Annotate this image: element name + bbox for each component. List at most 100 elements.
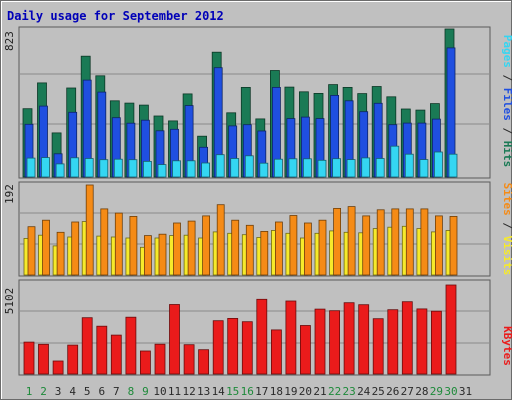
- day-label-18: 18: [270, 385, 283, 398]
- pages-bar-day-17: [259, 162, 269, 178]
- kbytes-bar-day-17: [256, 298, 268, 375]
- sites-bar-day-7: [114, 212, 123, 276]
- day-label-27: 27: [401, 385, 414, 398]
- visits-series-label: Sites / Visits: [501, 183, 512, 276]
- kbytes-bar-day-7: [110, 334, 122, 375]
- pages-bar-day-10: [157, 164, 167, 178]
- pages-bar-day-9: [142, 160, 152, 178]
- day-label-19: 19: [284, 385, 297, 398]
- pages-bar-day-28: [419, 159, 429, 178]
- pages-bar-day-25: [375, 158, 385, 178]
- pages-bar-day-13: [201, 162, 211, 178]
- sites-bar-day-30: [449, 215, 458, 276]
- day-label-15: 15: [226, 385, 239, 398]
- pages-bar-day-27: [404, 153, 414, 178]
- hits-ymax-label: 823: [3, 31, 16, 51]
- pages-bar-day-23: [346, 159, 356, 178]
- kbytes-ymax-label: 5102: [3, 288, 16, 315]
- kbytes-bar-day-9: [139, 350, 151, 375]
- day-label-12: 12: [182, 385, 195, 398]
- kbytes-bar-day-11: [169, 304, 180, 375]
- sites-bar-day-23: [347, 206, 356, 276]
- day-label-7: 7: [113, 385, 120, 398]
- kbytes-bar-day-16: [241, 321, 253, 375]
- day-label-24: 24: [357, 385, 371, 398]
- sites-bar-day-24: [362, 215, 371, 276]
- pages-bar-day-12: [186, 160, 196, 178]
- kbytes-bar-day-26: [387, 309, 399, 375]
- hits-legend-part-1: /: [501, 68, 512, 88]
- day-label-22: 22: [328, 385, 341, 398]
- kbytes-legend-part-0: KBytes: [501, 326, 512, 366]
- sites-bar-day-6: [100, 208, 109, 276]
- visits-legend-part-2: Visits: [501, 236, 512, 276]
- pages-bar-day-29: [433, 151, 443, 178]
- pages-bar-day-26: [390, 145, 400, 178]
- visits-sites-bars: [23, 184, 458, 276]
- day-label-5: 5: [84, 385, 91, 398]
- pages-bar-day-4: [70, 157, 80, 178]
- sites-bar-day-16: [245, 224, 254, 276]
- sites-bar-day-9: [143, 235, 152, 276]
- kbytes-bar-day-4: [67, 344, 79, 375]
- kbytes-bar-day-28: [416, 308, 428, 375]
- kbytes-bar-day-3: [52, 360, 64, 375]
- sites-bar-day-25: [376, 209, 385, 276]
- sites-bar-day-19: [289, 215, 298, 276]
- sites-bar-day-8: [129, 215, 138, 276]
- kbytes-bar-day-27: [401, 301, 413, 375]
- kbytes-bar-day-2: [38, 343, 49, 375]
- sites-bar-day-17: [260, 230, 269, 276]
- kbytes-bar-day-25: [372, 318, 384, 375]
- hits-legend-part-4: Hits: [501, 141, 512, 168]
- kbytes-bar-day-8: [125, 316, 137, 375]
- kbytes-bar-day-29: [430, 310, 442, 375]
- pages-bar-day-5: [84, 158, 94, 178]
- day-label-9: 9: [142, 385, 149, 398]
- kbytes-bar-day-1: [23, 341, 35, 375]
- kbytes-bars: [23, 284, 457, 375]
- sites-bar-day-20: [303, 222, 312, 276]
- kbytes-bar-day-14: [212, 320, 224, 375]
- day-label-1: 1: [26, 385, 33, 398]
- day-label-2: 2: [40, 385, 47, 398]
- kbytes-bar-day-21: [314, 308, 326, 375]
- pages-bar-day-8: [128, 159, 138, 178]
- sites-bar-day-12: [187, 220, 196, 276]
- sites-bar-day-21: [318, 219, 327, 276]
- day-label-25: 25: [372, 385, 385, 398]
- hits-legend-part-2: Files: [501, 88, 512, 121]
- kbytes-bar-day-24: [358, 304, 370, 375]
- day-label-4: 4: [69, 385, 76, 398]
- pages-bar-day-16: [244, 155, 254, 178]
- sites-bar-day-27: [405, 208, 414, 276]
- pages-bar-day-7: [113, 158, 123, 178]
- sites-bar-day-11: [173, 222, 181, 276]
- kbytes-bar-day-5: [81, 317, 93, 375]
- kbytes-bar-day-23: [343, 302, 355, 375]
- kbytes-bar-day-12: [183, 344, 195, 375]
- sites-bar-day-18: [274, 221, 283, 276]
- day-label-28: 28: [415, 385, 428, 398]
- sites-bar-day-3: [56, 231, 65, 276]
- pages-bar-day-2: [41, 157, 50, 178]
- day-label-6: 6: [98, 385, 105, 398]
- sites-bar-day-5: [85, 184, 94, 276]
- pages-bar-day-1: [26, 157, 36, 178]
- sites-bar-day-29: [434, 215, 443, 276]
- kbytes-bar-day-20: [299, 325, 311, 375]
- day-label-29: 29: [430, 385, 443, 398]
- day-label-10: 10: [153, 385, 166, 398]
- pages-bar-day-3: [55, 163, 65, 178]
- day-label-17: 17: [255, 385, 268, 398]
- day-label-30: 30: [444, 385, 457, 398]
- kbytes-bar-day-18: [270, 329, 282, 375]
- hits-files-pages-bars: [22, 28, 458, 178]
- kbytes-bar-day-19: [285, 300, 297, 375]
- day-label-23: 23: [342, 385, 355, 398]
- day-label-21: 21: [313, 385, 326, 398]
- visits-legend-part-1: /: [501, 216, 512, 236]
- day-label-20: 20: [299, 385, 312, 398]
- hits-legend-part-0: Pages: [501, 35, 512, 68]
